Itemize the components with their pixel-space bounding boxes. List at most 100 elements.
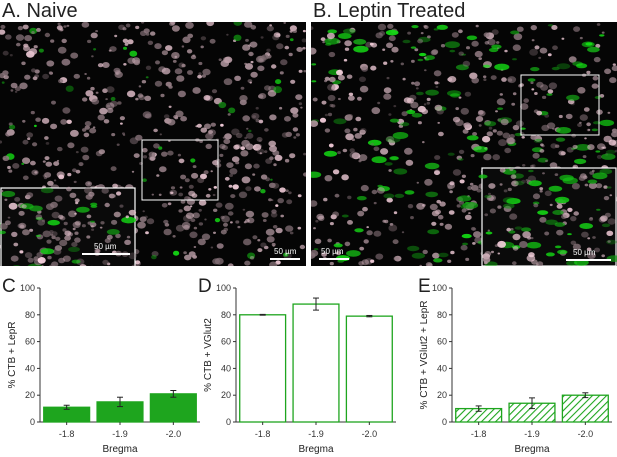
cell-dot [0,140,3,144]
cell-dot [18,210,25,216]
cell-dot [74,212,77,215]
cell-dot [10,255,19,262]
cell-dot [591,254,595,258]
cell-dot [355,116,362,122]
cell-dot [603,185,608,189]
cell-dot [9,124,16,130]
cell-dot [57,22,61,26]
cell-dot [342,148,348,153]
cell-dot [197,177,205,184]
cell-dot [451,32,459,38]
panel-b-letter: B. [313,0,332,22]
cell-dot [438,131,444,137]
cell-dot [163,114,170,119]
cell-dot [264,128,269,132]
x-tick-label: -2.0 [166,429,182,439]
cell-dot [591,128,598,132]
cell-dot [21,162,25,165]
cell-dot [391,46,399,53]
cell-dot [427,35,431,39]
cell-dot [311,26,314,31]
cell-dot [106,107,114,114]
cell-dot [433,52,438,55]
cell-dot [388,35,396,42]
cell-dot [423,25,429,29]
cell-dot [586,122,591,127]
cell-dot [114,71,123,78]
cell-dot [484,41,490,45]
cell-dot [599,34,605,37]
cell-dot [265,158,273,164]
cell-dot [255,106,259,110]
cell-dot [393,168,408,175]
cell-dot [458,158,464,161]
cell-dot [533,109,539,114]
cell-dot [164,223,170,227]
cell-dot [371,107,381,115]
cell-dot [539,187,544,191]
cell-dot [311,47,317,55]
cell-dot [47,180,54,186]
cell-dot [163,228,172,236]
cell-dot [357,210,365,217]
x-tick-label: -1.8 [255,429,271,439]
cell-dot [508,230,516,234]
cell-dot [427,229,440,235]
cell-dot [273,32,281,38]
cell-dot [48,71,53,75]
x-tick-label: -1.9 [308,429,324,439]
cell-dot [220,123,224,127]
cell-dot [125,23,131,28]
cell-dot [0,223,8,230]
cell-dot [577,123,583,127]
cell-dot [555,137,566,142]
cell-dot [219,143,226,149]
cell-dot [289,153,296,159]
cell-dot [512,58,517,61]
cell-dot [262,219,267,222]
cell-dot [279,187,286,193]
cell-dot [260,242,267,248]
chart-panel-letter: D [198,276,212,297]
cell-dot [314,238,322,244]
cell-dot [67,142,75,149]
cell-dot [531,88,535,91]
cell-dot [614,149,617,153]
cell-dot [0,190,4,192]
cell-dot [12,265,21,266]
cell-dot [51,211,60,219]
x-tick-label: -1.9 [112,429,128,439]
cell-dot [116,143,120,146]
cell-dot [531,164,536,168]
cell-dot [579,121,582,124]
cell-dot [512,246,519,251]
cell-dot [557,249,568,255]
cell-dot [245,143,254,150]
cell-dot [284,45,290,50]
cell-dot [85,181,92,187]
cell-dot [119,116,125,121]
cell-dot [56,159,60,162]
cell-dot [587,144,595,151]
cell-dot [537,210,549,216]
cell-dot [337,74,345,81]
cell-dot [58,174,65,180]
x-axis-title: Bregma [514,444,549,455]
cell-dot [513,33,523,41]
cell-dot [468,212,471,215]
leptin-zoom-box [520,74,600,136]
cell-dot [51,261,59,266]
cell-dot [244,163,252,170]
cell-dot [235,132,243,139]
cell-dot [298,102,303,106]
bar--2.0 [149,393,197,423]
cell-dot [233,22,243,26]
cell-dot [210,122,216,127]
cell-dot [447,76,457,83]
cell-dot [139,216,147,222]
cell-dot [328,143,334,148]
cell-dot [509,134,515,139]
cell-dot [243,238,252,246]
cell-dot [245,186,252,192]
cell-dot [546,122,556,129]
